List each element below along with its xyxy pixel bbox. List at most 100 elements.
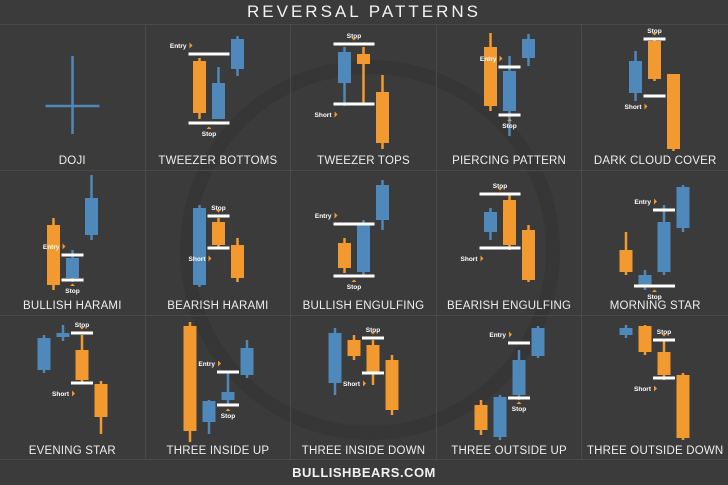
candle-body-blue (211, 83, 225, 119)
candle-body-orange (75, 350, 89, 380)
pattern-panel: Stop Short THREE OUTSIDE DOWN (582, 315, 728, 460)
pattern-name: MORNING STAR (609, 300, 701, 312)
entry-arrow-icon (508, 331, 512, 338)
candlestick-diagram: Entry Stop (474, 326, 545, 440)
stop-arrow-icon (506, 118, 512, 121)
level-label-entry: Entry (198, 361, 215, 368)
level-label-short: Short (460, 256, 478, 263)
candle-body-blue (192, 208, 206, 285)
level-label-entry: Entry (489, 332, 506, 339)
entry-arrow-icon (654, 385, 658, 392)
stop-arrow-icon (351, 38, 357, 41)
stop-arrow-icon (70, 283, 75, 286)
level-label-stop: Stop (347, 284, 361, 291)
candlestick-diagram: Stop Short (328, 327, 399, 415)
level-label-entry: Entry (169, 43, 186, 50)
level-label-entry: Entry (315, 213, 332, 220)
candle-body-blue (657, 222, 671, 272)
pattern-panel: Stop Short EVENING STAR (0, 315, 146, 460)
candlestick-diagram: Stop Short (460, 183, 535, 282)
pattern-panel: Stop Short THREE INSIDE DOWN (291, 315, 437, 460)
stop-arrow-icon (215, 210, 221, 213)
candle-body-blue (629, 61, 643, 93)
candle-body-orange (676, 375, 690, 438)
candle-body-orange (211, 222, 225, 245)
candle-body-orange (366, 345, 380, 372)
candlestick-diagram: Entry Stop (43, 175, 98, 295)
level-label-short: Short (315, 112, 333, 119)
entry-arrow-icon (217, 360, 221, 367)
candle-body-blue (56, 333, 70, 337)
pattern-name: DARK CLOUD COVER (593, 155, 717, 167)
pattern-panel: Entry Stop TWEEZER BOTTOMS (145, 24, 292, 170)
pattern-name: THREE OUTSIDE DOWN (586, 445, 724, 457)
candle-body-orange (521, 230, 535, 280)
level-label-entry: Entry (480, 56, 497, 63)
candle-body-blue (37, 338, 51, 370)
entry-arrow-icon (499, 55, 503, 62)
candle-body-blue (619, 328, 633, 335)
level-label-stop: Stop (211, 205, 225, 212)
candle-body-blue (512, 360, 526, 395)
candlestick-diagram: Entry Stop (480, 33, 535, 136)
level-label-short: Short (343, 381, 361, 388)
level-label-stop: Stop (220, 413, 234, 420)
candlestick-diagram: Entry Stop (619, 185, 690, 301)
candle-body-orange (47, 225, 60, 285)
level-label-stop: Stop (75, 322, 89, 329)
pattern-name: BEARISH HARAMI (167, 300, 269, 312)
level-label-stop: Stop (502, 123, 516, 130)
level-label-stop: Stop (201, 131, 215, 138)
entry-arrow-icon (363, 380, 367, 387)
pattern-name: THREE OUTSIDE UP (451, 445, 567, 457)
pattern-name: PIERCING PATTERN (452, 155, 567, 167)
stop-arrow-icon (652, 33, 658, 36)
candle-body-blue (221, 392, 235, 400)
candle-body-blue (676, 187, 690, 228)
candle-body-blue (202, 401, 216, 422)
pattern-grid: DOJI Entry Stop TWEEZER BOTTOMS Stop Short TWE… (0, 24, 728, 460)
level-label-stop: Stop (512, 406, 526, 413)
page-title: REVERSAL PATTERNS (247, 2, 481, 21)
stop-arrow-icon (516, 401, 522, 404)
candlestick-diagram (45, 56, 100, 134)
candle-body-orange (474, 405, 488, 430)
stop-arrow-icon (225, 408, 231, 411)
candlestick-diagram: Stop Short (315, 33, 390, 149)
level-label-stop: Stop (65, 288, 79, 295)
candle-body-blue (66, 258, 79, 278)
entry-arrow-icon (334, 212, 338, 219)
entry-arrow-icon (208, 255, 212, 262)
candle-body-blue (328, 333, 342, 383)
pattern-name: BULLISH HARAMI (22, 300, 122, 312)
candlestick-diagram: Entry Stop (183, 322, 254, 442)
entry-arrow-icon (334, 111, 338, 118)
stop-arrow-icon (652, 289, 658, 292)
candle-body-orange (667, 74, 681, 149)
pattern-panel: Stop Short TWEEZER TOPS (291, 24, 437, 170)
level-label-short: Short (634, 386, 652, 393)
stop-arrow-icon (351, 279, 357, 282)
candlestick-diagram: Stop Short (625, 28, 681, 151)
pattern-name: BEARISH ENGULFING (447, 300, 572, 312)
level-label-entry: Entry (635, 199, 652, 206)
level-label-stop: Stop (648, 28, 662, 35)
candle-body-blue (483, 212, 497, 232)
stop-arrow-icon (206, 126, 212, 129)
candlestick-diagram: Stop Short (188, 205, 244, 287)
candle-body-orange (502, 200, 516, 245)
candle-body-orange (376, 92, 390, 143)
level-label-stop: Stop (347, 33, 361, 40)
footer-brand: BULLISHBEARS.COM (0, 459, 728, 485)
pattern-panel: Entry Stop PIERCING PATTERN (436, 24, 583, 170)
candle-body-blue (85, 198, 98, 235)
candle-body-orange (94, 384, 108, 417)
candlestick-diagram: Stop Short (619, 325, 690, 440)
candle-body-orange (638, 326, 652, 352)
pattern-name: EVENING STAR (28, 445, 116, 457)
candle-body-orange (357, 54, 371, 64)
level-label-short: Short (52, 391, 70, 398)
candlestick-diagram: Entry Stop (315, 180, 390, 291)
candle-body-blue (338, 52, 352, 83)
level-label-stop: Stop (657, 329, 671, 336)
